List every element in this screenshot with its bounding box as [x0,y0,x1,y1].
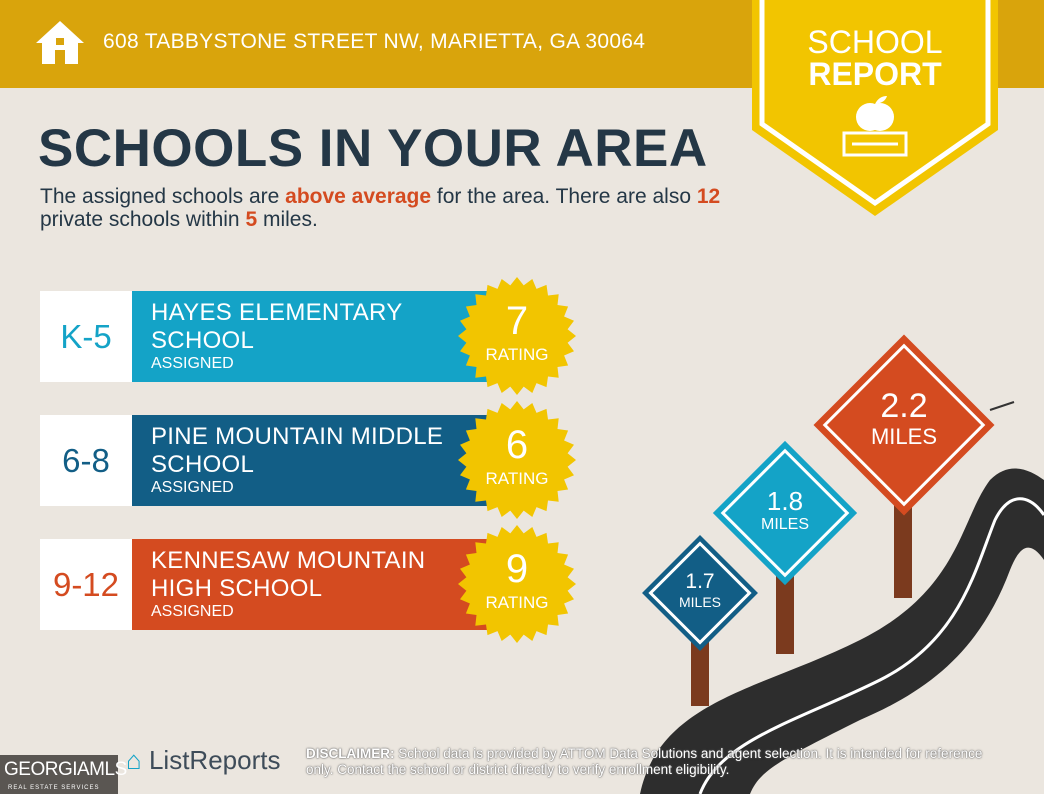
sign-post [894,490,912,598]
school-name-line2: HIGH SCHOOL [151,575,323,602]
badge-line1: SCHOOL [807,24,943,60]
distance-sign: 2.2 MILES [870,387,938,449]
school-row: 6-8 PINE MOUNTAIN MIDDLE SCHOOL ASSIGNED… [40,401,580,519]
rating-label: RATING [485,593,549,612]
school-row: K-5 HAYES ELEMENTARY SCHOOL ASSIGNED 7 R… [40,277,580,395]
school-name-bar: PINE MOUNTAIN MIDDLE SCHOOL ASSIGNED [132,415,490,506]
school-name-line2: SCHOOL [151,327,255,354]
sign-post [776,570,794,654]
property-address: 608 TABBYSTONE STREET NW, MARIETTA, GA 3… [103,30,646,53]
rating-value: 9 [505,547,529,591]
school-report-badge [752,0,998,216]
rating-starburst [458,401,576,519]
disclaimer: DISCLAIMER: School data is provided by A… [306,746,983,777]
grade-range: K-5 [40,291,132,382]
rating-starburst [458,525,576,643]
road [640,468,1044,794]
distance-sign: 1.7 MILES [678,570,721,610]
sign-post [691,640,709,706]
apple-book-icon [842,96,908,157]
georgia-mls-logo: GEORGIAMLS REAL ESTATE SERVICES [0,755,127,794]
school-name-line2: SCHOOL [151,451,255,478]
grade-range: 9-12 [40,539,132,630]
subtitle: The assigned schools are above average f… [40,185,721,231]
assignment-status: ASSIGNED [151,479,234,496]
school-name: KENNESAW MOUNTAIN [151,547,426,574]
school-name: HAYES ELEMENTARY [151,299,403,326]
rating-starburst [458,277,576,395]
rating-value: 6 [505,423,529,467]
listreports-logo: ⌂ ListReports [126,745,281,775]
school-name: PINE MOUNTAIN MIDDLE [151,423,444,450]
home-icon [36,21,84,64]
sign-1-7-miles [642,535,758,651]
badge-line2: REPORT [808,56,942,92]
school-name-bar: HAYES ELEMENTARY SCHOOL ASSIGNED [132,291,490,382]
page-title: SCHOOLS IN YOUR AREA [38,119,708,178]
rating-label: RATING [485,469,549,488]
sign-2-2-miles [813,334,995,516]
distance-sign: 1.8 MILES [760,486,809,533]
assignment-status: ASSIGNED [151,355,234,372]
sign-1-8-miles [712,440,858,586]
rating-label: RATING [485,345,549,364]
school-row: 9-12 KENNESAW MOUNTAIN HIGH SCHOOL ASSIG… [40,525,580,643]
road-line [698,497,1044,794]
grade-range: 6-8 [40,415,132,506]
school-name-bar: KENNESAW MOUNTAIN HIGH SCHOOL ASSIGNED [132,539,490,630]
assignment-status: ASSIGNED [151,603,234,620]
rating-value: 7 [505,299,529,343]
